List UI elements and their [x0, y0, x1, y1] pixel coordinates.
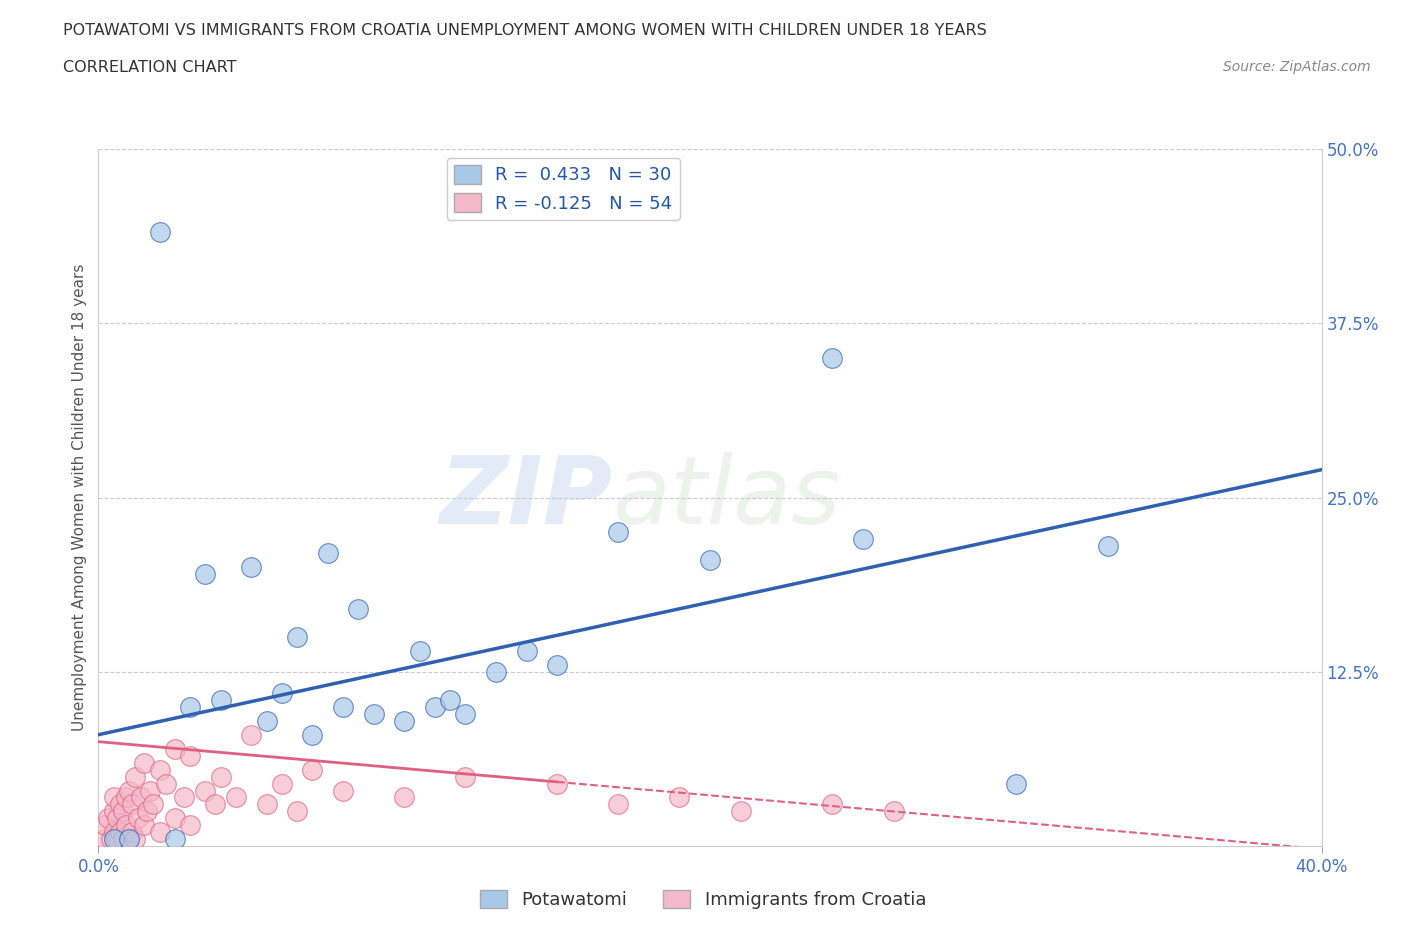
Point [173, 790, 195, 805]
Point [209, 769, 232, 784]
Point [194, 783, 217, 798]
Point [363, 707, 385, 722]
Point [163, 741, 186, 756]
Point [127, 811, 149, 826]
Point [134, 755, 156, 770]
Point [124, 769, 146, 784]
Point [124, 832, 146, 847]
Point [852, 532, 875, 547]
Point [108, 825, 131, 840]
Point [204, 797, 226, 812]
Point [332, 783, 354, 798]
Point [408, 644, 430, 658]
Point [121, 797, 143, 812]
Y-axis label: Unemployment Among Women with Children Under 18 years: Unemployment Among Women with Children U… [72, 264, 87, 731]
Point [225, 790, 247, 805]
Point [546, 776, 568, 790]
Point [821, 351, 844, 365]
Point [423, 699, 446, 714]
Point [129, 790, 152, 805]
Point [194, 567, 217, 582]
Point [105, 811, 128, 826]
Text: atlas: atlas [612, 452, 841, 543]
Point [240, 727, 263, 742]
Point [240, 560, 263, 575]
Point [607, 525, 630, 540]
Point [454, 769, 477, 784]
Point [485, 665, 508, 680]
Point [439, 692, 461, 708]
Point [256, 797, 278, 812]
Point [546, 658, 568, 672]
Point [155, 776, 177, 790]
Point [347, 602, 370, 617]
Point [118, 832, 141, 847]
Point [163, 832, 186, 847]
Point [115, 818, 138, 833]
Point [332, 699, 354, 714]
Legend: Potawatomi, Immigrants from Croatia: Potawatomi, Immigrants from Croatia [472, 883, 934, 916]
Point [256, 713, 278, 728]
Legend: R =  0.433   N = 30, R = -0.125   N = 54: R = 0.433 N = 30, R = -0.125 N = 54 [447, 158, 679, 220]
Point [316, 546, 339, 561]
Point [301, 763, 323, 777]
Point [1004, 776, 1026, 790]
Point [699, 552, 721, 567]
Text: CORRELATION CHART: CORRELATION CHART [63, 60, 236, 75]
Point [103, 832, 125, 847]
Point [730, 804, 752, 819]
Point [270, 776, 294, 790]
Point [668, 790, 690, 805]
Text: Source: ZipAtlas.com: Source: ZipAtlas.com [1223, 60, 1371, 74]
Point [285, 804, 308, 819]
Point [163, 811, 186, 826]
Point [93, 832, 115, 847]
Point [139, 783, 162, 798]
Point [607, 797, 630, 812]
Point [118, 832, 141, 847]
Point [516, 644, 538, 658]
Point [97, 811, 120, 826]
Point [209, 692, 232, 708]
Point [103, 825, 125, 840]
Point [105, 832, 128, 847]
Point [111, 832, 134, 847]
Point [454, 707, 477, 722]
Point [134, 818, 156, 833]
Point [103, 804, 125, 819]
Point [103, 790, 125, 805]
Point [111, 804, 134, 819]
Text: ZIP: ZIP [439, 452, 612, 543]
Point [149, 763, 172, 777]
Point [179, 818, 201, 833]
Point [821, 797, 844, 812]
Text: POTAWATOMI VS IMMIGRANTS FROM CROATIA UNEMPLOYMENT AMONG WOMEN WITH CHILDREN UND: POTAWATOMI VS IMMIGRANTS FROM CROATIA UN… [63, 23, 987, 38]
Point [149, 225, 172, 240]
Point [121, 825, 143, 840]
Point [285, 630, 308, 644]
Point [93, 818, 115, 833]
Point [136, 804, 159, 819]
Point [118, 783, 141, 798]
Point [179, 699, 201, 714]
Point [301, 727, 323, 742]
Point [149, 825, 172, 840]
Point [142, 797, 165, 812]
Point [392, 713, 416, 728]
Point [179, 748, 201, 763]
Point [883, 804, 905, 819]
Point [1097, 539, 1119, 554]
Point [108, 797, 131, 812]
Point [115, 790, 138, 805]
Point [100, 832, 122, 847]
Point [392, 790, 416, 805]
Point [270, 685, 294, 700]
